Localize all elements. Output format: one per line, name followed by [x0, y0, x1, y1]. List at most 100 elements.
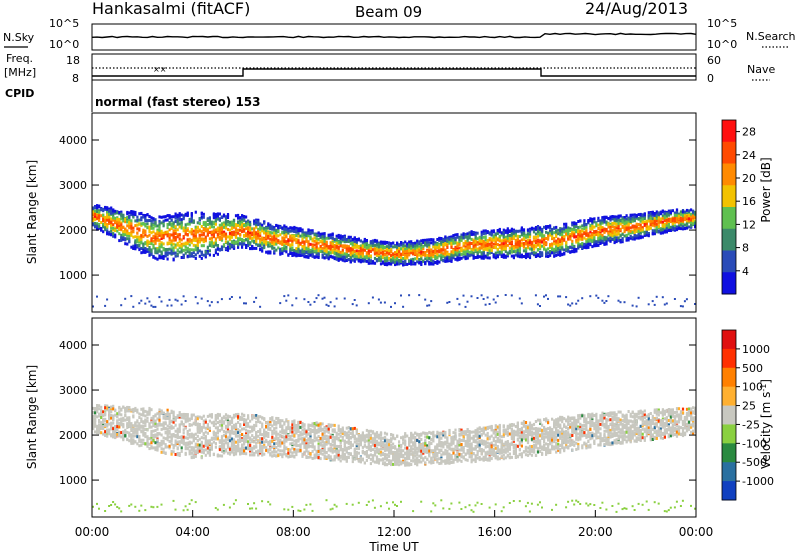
echo-cell [456, 235, 459, 239]
echo-cell [190, 212, 193, 215]
echo-cell [504, 235, 507, 239]
echo-cell [267, 226, 270, 230]
echo-cell [551, 230, 554, 234]
echo-cell [287, 227, 290, 231]
ground-scatter-cell [448, 301, 451, 303]
echo-cell [301, 251, 304, 255]
echo-cell [255, 223, 258, 227]
echo-cell [565, 244, 568, 248]
echo-cell [261, 223, 264, 227]
echo-cell [685, 222, 689, 226]
echo-cell [464, 241, 467, 245]
echo-cell [454, 233, 457, 237]
echo-cell [110, 424, 113, 428]
echo-cell [156, 228, 159, 232]
echo-cell [130, 211, 133, 215]
echo-cell [474, 240, 477, 244]
echo-cell [222, 214, 226, 218]
echo-cell [96, 204, 99, 208]
echo-cell [297, 248, 300, 252]
echo-cell [172, 242, 175, 246]
echo-cell [184, 242, 187, 246]
echo-cell [345, 259, 348, 262]
echo-cell [329, 255, 332, 259]
echo-cell [343, 257, 346, 261]
echo-cell [583, 219, 586, 223]
echo-cell [619, 222, 622, 226]
echo-cell [351, 249, 354, 253]
echo-cell [377, 249, 381, 253]
echo-cell [390, 244, 393, 248]
echo-cell [400, 256, 403, 260]
echo-cell [363, 256, 366, 260]
echo-cell [271, 240, 274, 244]
echo-cell [623, 222, 626, 226]
echo-cell [255, 242, 258, 246]
echo-cell [142, 248, 145, 252]
echo-cell [454, 247, 457, 251]
echo-cell [180, 246, 183, 250]
echo-cell [323, 256, 326, 260]
echo-cell [466, 241, 469, 245]
echo-cell [291, 234, 294, 238]
echo-cell [484, 254, 487, 258]
echo-cell [553, 247, 556, 251]
echo-cell [498, 250, 501, 254]
echo-cell [353, 236, 356, 240]
echo-cell [621, 237, 624, 241]
echo-cell [257, 233, 260, 237]
echo-cell [573, 235, 576, 239]
echo-cell [112, 404, 115, 408]
echo-cell [130, 224, 133, 228]
echo-cell [543, 234, 546, 238]
echo-cell [388, 245, 391, 249]
echo-cell [657, 225, 660, 228]
echo-cell [152, 217, 155, 221]
echo-cell [549, 243, 552, 247]
echo-cell [396, 257, 399, 260]
echo-cell [599, 238, 602, 242]
echo-cell [273, 237, 276, 241]
echo-cell [138, 248, 141, 252]
echo-cell [472, 248, 475, 252]
echo-cell [122, 225, 125, 229]
echo-cell [204, 226, 207, 230]
echo-cell [172, 215, 175, 219]
echo-cell [418, 247, 421, 251]
echo-cell [577, 246, 580, 250]
echo-cell [307, 250, 310, 254]
echo-cell [132, 247, 135, 250]
echo-cell [299, 241, 302, 245]
echo-cell [162, 219, 165, 223]
echo-cell [563, 248, 566, 252]
echo-cell [528, 243, 532, 247]
ground-scatter-cell [557, 295, 560, 298]
echo-cell [273, 232, 276, 236]
echo-cell [303, 231, 306, 235]
echo-cell [243, 242, 246, 246]
echo-cell [192, 243, 195, 247]
echo-cell [196, 243, 199, 246]
echo-cell [154, 235, 157, 239]
ground-scatter-cell [539, 305, 541, 307]
echo-cell [94, 215, 97, 218]
echo-cell [573, 221, 576, 225]
echo-cell [516, 249, 519, 253]
echo-cell [92, 206, 95, 210]
echo-cell [347, 247, 350, 251]
echo-cell [390, 248, 393, 252]
echo-cell [438, 260, 441, 264]
echo-cell [683, 212, 687, 216]
echo-cell [679, 210, 683, 214]
echo-cell [323, 234, 326, 238]
echo-cell [402, 246, 405, 250]
echo-cell [218, 236, 221, 240]
echo-cell [182, 242, 185, 246]
echo-cell [438, 244, 441, 248]
echo-cell [396, 262, 399, 266]
echo-cell [337, 233, 340, 237]
echo-cell [446, 239, 449, 243]
echo-cell [285, 227, 288, 231]
echo-cell [200, 253, 203, 257]
echo-cell [303, 235, 306, 239]
